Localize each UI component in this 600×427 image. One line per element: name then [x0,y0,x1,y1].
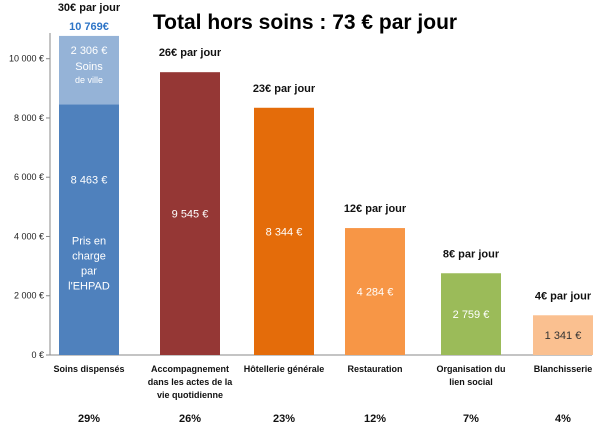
bar-per-day-label: 26€ par jour [159,47,222,59]
bar-segment-text: l'EHPAD [68,281,110,293]
bar-segment [59,35,119,105]
bar-percent-label: 4% [555,413,571,425]
bar-value-label: 8 463 € [71,174,108,186]
x-tick-label: lien social [449,377,493,387]
bar-segment [59,104,119,355]
y-tick-label: 0 € [31,350,44,360]
bar-percent-label: 7% [463,413,479,425]
y-tick-label: 10 000 € [9,54,44,64]
bar-percent-label: 12% [364,413,386,425]
chart-title: Total hors soins : 73 € par jour [153,11,457,34]
bar-percent-label: 26% [179,413,201,425]
bar-segment [441,273,501,355]
y-tick-label: 6 000 € [14,172,44,182]
bar-per-day-label: 4€ par jour [535,290,592,302]
x-tick-label: Blanchisserie [534,364,593,374]
bar-segment [345,228,405,355]
labels-group: 8 463 € Pris en charge par l'EHPAD 2 306 € Soi… [53,2,592,425]
bar-value-label: 2 759 € [453,309,490,321]
bar-per-day-label: 30€ par jour [58,2,121,14]
x-tick-label: Soins dispensés [53,364,124,374]
bar-segment [533,315,593,355]
bar-value-label: 9 545 € [172,209,209,221]
bar-per-day-label: 23€ par jour [253,83,316,95]
bar-segment-text: par [81,266,97,278]
x-tick-label: Restauration [347,364,402,374]
y-tick-label: 8 000 € [14,113,44,123]
bar-value-label: 8 344 € [266,226,303,238]
bar-per-day-label: 8€ par jour [443,248,500,260]
bar-segment-text: charge [72,251,106,263]
bar-segment [254,107,314,355]
bar-value-label: 4 284 € [357,287,394,299]
y-axis: 0 € 2 000 € 4 000 € 6 000 € 8 000 € 10 000 € [9,33,592,360]
bar-per-day-label: 12€ par jour [344,203,407,215]
bar-segment [160,72,220,356]
bar-percent-label: 29% [78,413,100,425]
y-tick-label: 2 000 € [14,291,44,301]
x-tick-label: Accompagnement [151,364,229,374]
x-tick-label: dans les actes de la [148,377,234,387]
x-tick-label: vie quotidienne [157,390,223,400]
bar-segment-text: Pris en [72,236,106,248]
bar-value-label: 1 341 € [545,330,582,342]
x-tick-label: Organisation du [436,364,505,374]
bar-segment-text: Soins [75,61,103,73]
bar-total-label: 10 769€ [69,21,109,33]
x-tick-label: Hôtellerie générale [244,364,325,374]
bar-segment-text: de ville [75,75,103,85]
bars-group [59,35,593,356]
y-tick-label: 4 000 € [14,231,44,241]
bar-value-label: 2 306 € [71,45,108,57]
bar-percent-label: 23% [273,413,295,425]
